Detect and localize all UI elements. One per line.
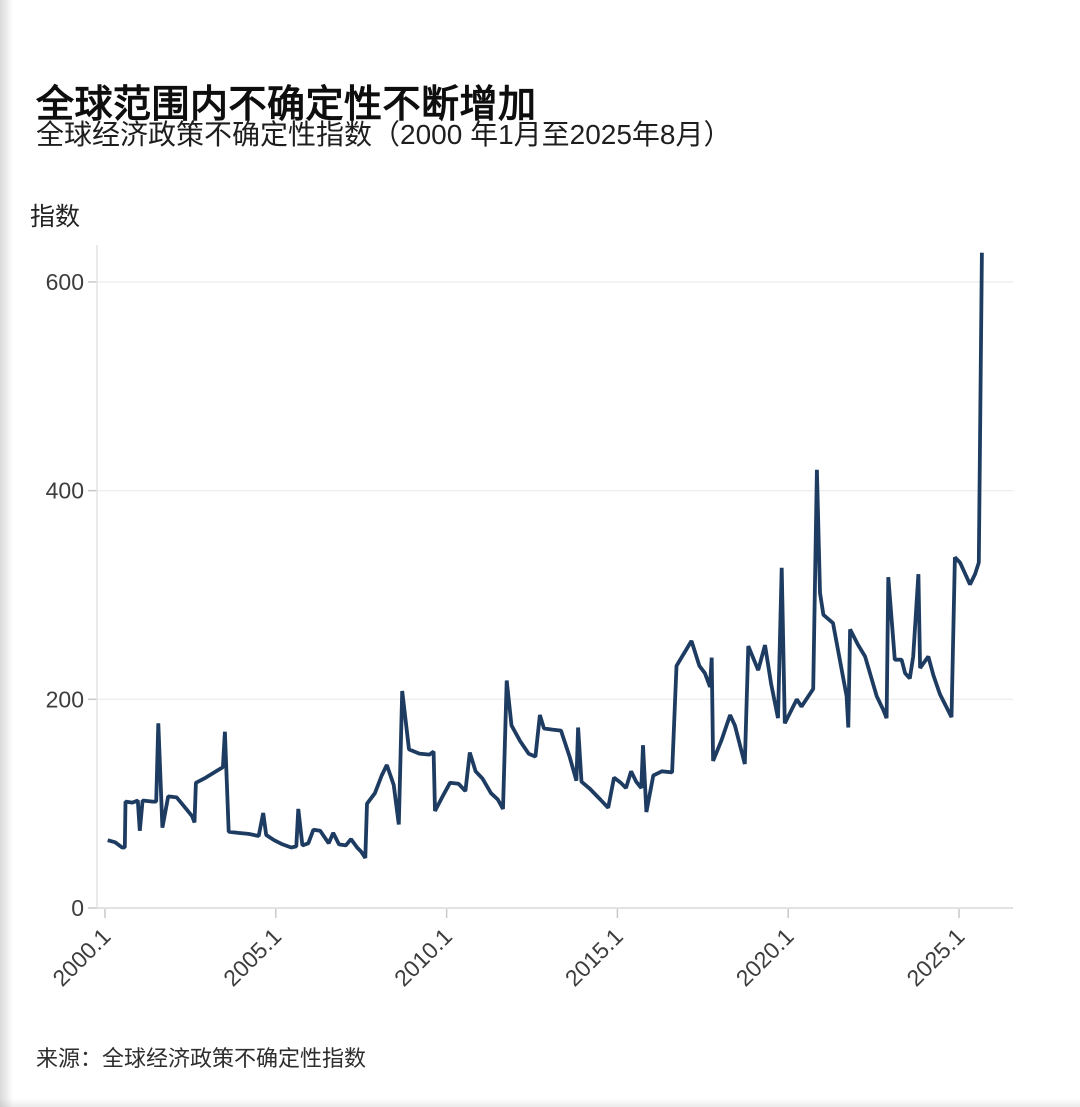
x-axis-tick-label: 2005.1 bbox=[218, 923, 286, 991]
chart-subtitle: 全球经济政策不确定性指数（2000 年1月至2025年8月） bbox=[36, 119, 732, 150]
x-axis-tick-label: 2015.1 bbox=[560, 923, 628, 991]
x-axis-tick-label: 2025.1 bbox=[901, 923, 969, 991]
x-axis-tick-label: 2000.1 bbox=[47, 923, 115, 991]
y-axis-unit-label: 指数 bbox=[30, 203, 81, 231]
y-axis-tick-label: 200 bbox=[46, 686, 84, 712]
y-axis-tick-label: 400 bbox=[46, 478, 84, 504]
source-note: 来源：全球经济政策不确定性指数 bbox=[36, 1046, 367, 1071]
x-axis-tick-label: 2020.1 bbox=[731, 923, 799, 991]
y-axis-tick-label: 0 bbox=[71, 895, 84, 921]
uncertainty-index-line bbox=[107, 252, 984, 859]
x-axis-tick-label: 2010.1 bbox=[389, 923, 457, 991]
y-axis-tick-label: 600 bbox=[46, 269, 84, 295]
chart-title: 全球范围内不确定性不断增加 bbox=[36, 84, 537, 127]
